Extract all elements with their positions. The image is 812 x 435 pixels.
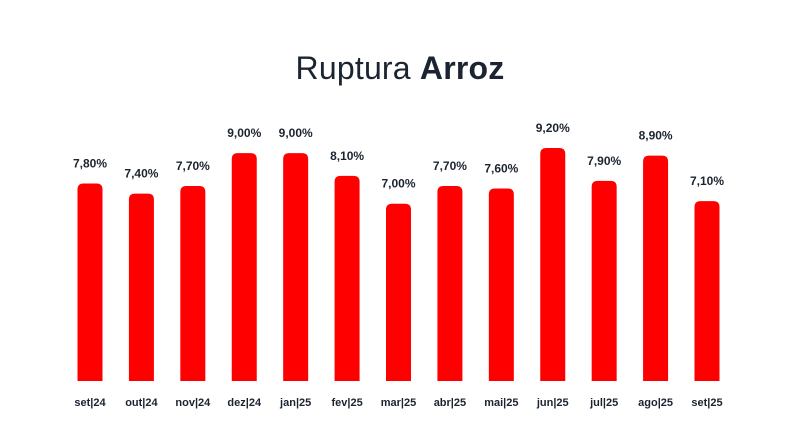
value-label: 9,20% [536,121,570,135]
x-tick-label: mar|25 [381,397,417,409]
x-tick-label: set|25 [691,397,722,409]
value-label: 9,00% [279,126,313,140]
bars-layer [77,148,720,381]
value-label: 8,90% [639,129,673,143]
x-tick-label: nov|24 [175,397,211,409]
bar-mai-25 [488,188,514,381]
x-tick-label: dez|24 [227,397,262,409]
chart-title-light: Ruptura [295,50,411,86]
bar-set-24 [77,183,103,381]
value-label: 7,70% [176,159,210,173]
bar-ago-25 [643,155,669,381]
value-labels-layer: 7,80% 7,40% 7,70% 9,00% 9,00% 8,10% 7,00% 7,70%… [73,121,724,191]
value-label: 9,00% [227,126,261,140]
value-label: 7,40% [124,167,158,181]
x-tick-label: jan|25 [279,397,311,409]
chart-title-bold: Arroz [419,50,505,86]
x-axis-tick-labels: set|24 out|24 nov|24 dez|24 jan|25 fev|25 mar|… [74,397,722,409]
x-tick-label: fev|25 [331,397,362,409]
value-label: 7,80% [73,156,107,170]
value-label: 7,70% [433,159,467,173]
value-label: 7,10% [690,174,724,188]
bar-jun-25 [540,148,566,381]
bar-nov-24 [180,185,206,381]
bar-fev-25 [334,175,360,381]
x-tick-label: jul|25 [589,397,618,409]
bar-abr-25 [437,185,463,381]
chart-title: Ruptura Arroz [0,50,800,87]
x-tick-label: set|24 [74,397,106,409]
value-label: 7,00% [381,177,415,191]
x-tick-label: out|24 [125,397,158,409]
value-label: 7,60% [484,162,518,176]
value-label: 8,10% [330,149,364,163]
bar-dez-24 [231,153,257,381]
x-tick-label: mai|25 [484,397,518,409]
x-tick-label: abr|25 [434,397,466,409]
value-label: 7,90% [587,154,621,168]
bar-out-24 [128,193,154,381]
bar-mar-25 [386,203,411,381]
x-tick-label: jun|25 [536,397,569,409]
bar-set-25 [694,201,720,381]
x-tick-label: ago|25 [638,397,673,409]
bar-jul-25 [591,180,617,381]
bar-jan-25 [283,153,309,381]
